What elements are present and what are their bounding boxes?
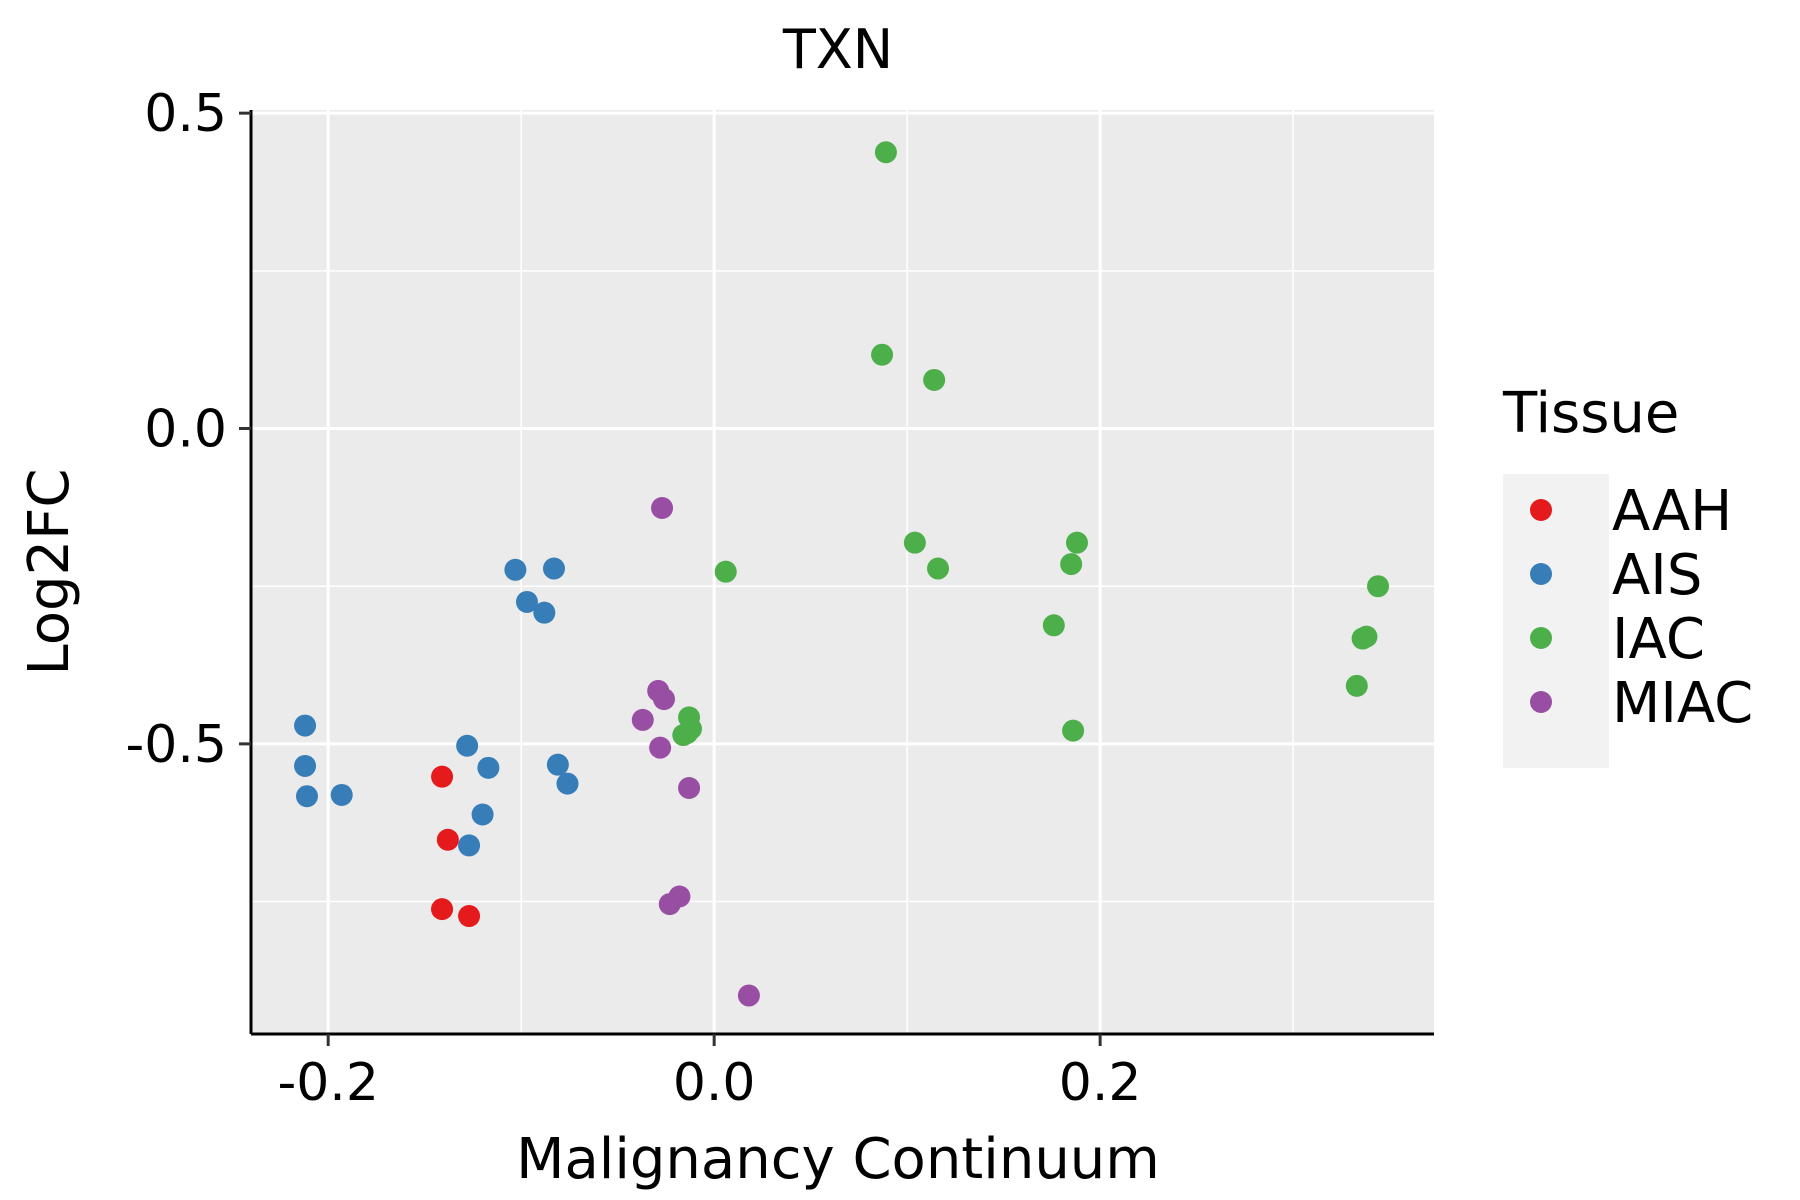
point-ais-3 <box>330 783 353 806</box>
axes <box>249 110 1434 1036</box>
point-ais-1 <box>294 754 317 777</box>
point-ais-0 <box>294 714 317 737</box>
point-miac-8 <box>737 984 760 1007</box>
point-aah-1 <box>436 828 459 851</box>
y-tick-label: 0.0 <box>144 400 227 460</box>
point-iac-6 <box>1065 531 1088 554</box>
point-ais-5 <box>477 756 500 779</box>
grid-lines <box>251 110 1434 1034</box>
point-miac-5 <box>678 777 701 800</box>
legend-label-ais: AIS <box>1612 543 1702 608</box>
point-iac-12 <box>1351 627 1374 650</box>
legend-key-aah <box>1530 499 1552 521</box>
point-iac-13 <box>1345 674 1368 697</box>
y-axis-ticks: -0.5 0.0 0.5 <box>126 84 251 775</box>
point-aah-2 <box>431 898 454 921</box>
point-iac-8 <box>1042 614 1065 637</box>
point-iac-5 <box>714 560 737 583</box>
legend-key-iac <box>1530 627 1552 649</box>
point-iac-1 <box>871 343 894 366</box>
point-ais-8 <box>504 558 527 581</box>
chart-title: TXN <box>782 18 893 81</box>
y-axis-title: Log2FC <box>17 469 82 676</box>
x-axis-ticks: -0.2 0.0 0.2 <box>277 1034 1141 1113</box>
x-tick-label: 0.2 <box>1059 1053 1142 1113</box>
legend-key-background <box>1503 474 1609 768</box>
point-iac-10 <box>1367 575 1390 598</box>
y-tick-label: -0.5 <box>126 715 227 775</box>
point-ais-13 <box>556 772 579 795</box>
legend-key-miac <box>1530 691 1552 713</box>
point-iac-3 <box>903 531 926 554</box>
point-ais-6 <box>471 803 494 826</box>
point-aah-3 <box>458 905 481 928</box>
legend-label-miac: MIAC <box>1612 671 1753 736</box>
point-iac-4 <box>927 557 950 580</box>
x-tick-label: -0.2 <box>277 1053 378 1113</box>
legend-title: Tissue <box>1502 381 1679 446</box>
legend-label-iac: IAC <box>1612 607 1705 672</box>
legend-key-ais <box>1530 563 1552 585</box>
y-tick-label: 0.5 <box>144 84 227 144</box>
point-miac-0 <box>651 496 674 519</box>
point-aah-0 <box>431 765 454 788</box>
x-axis-title: Malignancy Continuum <box>516 1127 1160 1192</box>
point-ais-2 <box>295 785 318 808</box>
point-ais-4 <box>456 734 479 757</box>
data-points <box>294 141 1390 1007</box>
x-tick-label: 0.0 <box>673 1053 756 1113</box>
legend-label-aah: AAH <box>1612 479 1732 544</box>
point-miac-7 <box>658 893 681 916</box>
plot-panel <box>251 110 1434 1034</box>
point-ais-9 <box>542 557 565 580</box>
point-iac-0 <box>874 141 897 164</box>
point-miac-3 <box>631 708 654 731</box>
point-iac-9 <box>1062 719 1085 742</box>
point-miac-4 <box>649 736 672 759</box>
point-iac-17 <box>676 722 699 745</box>
point-miac-2 <box>652 688 675 711</box>
point-ais-11 <box>533 601 556 624</box>
point-ais-7 <box>458 834 481 857</box>
point-ais-12 <box>546 753 569 776</box>
point-iac-2 <box>923 368 946 391</box>
point-iac-7 <box>1060 553 1083 576</box>
point-ais-10 <box>515 590 538 613</box>
